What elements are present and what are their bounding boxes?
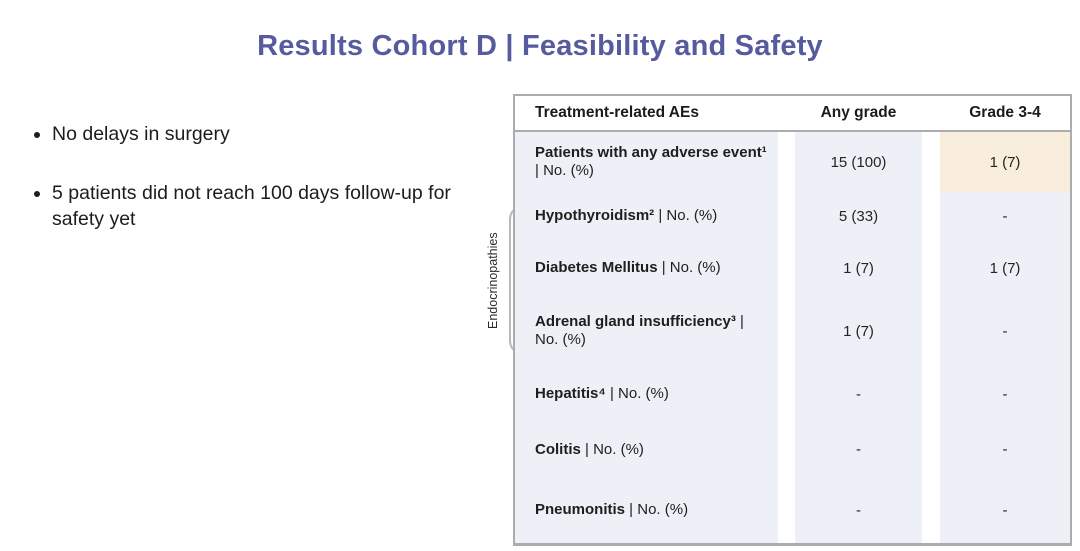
column-gap: [778, 477, 795, 543]
table-body: Patients with any adverse event¹ | No. (…: [515, 132, 1070, 543]
row-label: Hepatitis⁴ | No. (%): [535, 385, 669, 403]
endocrinopathies-label: Endocrinopathies: [486, 232, 500, 330]
grade-3-4-value: 1 (7): [940, 240, 1070, 296]
row-label: Hypothyroidism² | No. (%): [535, 207, 718, 225]
any-grade-value: -: [795, 477, 922, 543]
row-label: Patients with any adverse event¹ | No. (…: [535, 144, 767, 179]
column-gap: [922, 366, 940, 422]
column-gap: [922, 422, 940, 477]
column-gap: [922, 240, 940, 296]
column-gap: [922, 477, 940, 543]
column-gap: [922, 132, 940, 192]
grade-3-4-value: -: [940, 366, 1070, 422]
any-grade-value: -: [795, 366, 922, 422]
table-row: Adrenal gland insufficiency³ | No. (%) 1…: [515, 296, 1070, 366]
column-gap: [922, 192, 940, 240]
any-grade-value: -: [795, 422, 922, 477]
header-treatment-related-aes: Treatment-related AEs: [515, 96, 778, 130]
column-gap: [778, 132, 795, 192]
any-grade-value: 5 (33): [795, 192, 922, 240]
row-label: Diabetes Mellitus | No. (%): [535, 259, 721, 277]
header-grade-3-4: Grade 3-4: [940, 96, 1070, 130]
row-label: Colitis | No. (%): [535, 440, 644, 458]
table-header-row: Treatment-related AEs Any grade Grade 3-…: [515, 96, 1070, 132]
table-row: Patients with any adverse event¹ | No. (…: [515, 132, 1070, 192]
row-label: Adrenal gland insufficiency³ | No. (%): [535, 313, 744, 348]
any-grade-value: 1 (7): [795, 296, 922, 366]
column-gap: [778, 96, 795, 130]
bullet-list: No delays in surgery 5 patients did not …: [30, 122, 460, 266]
column-gap: [778, 366, 795, 422]
bullet-item: No delays in surgery: [52, 122, 460, 147]
grade-3-4-value: -: [940, 477, 1070, 543]
any-grade-value: 15 (100): [795, 132, 922, 192]
grade-3-4-value: -: [940, 192, 1070, 240]
table-row: Diabetes Mellitus | No. (%) 1 (7) 1 (7): [515, 240, 1070, 296]
column-gap: [922, 96, 940, 130]
table-row: Hypothyroidism² | No. (%) 5 (33) -: [515, 192, 1070, 240]
table-row: Hepatitis⁴ | No. (%) - -: [515, 366, 1070, 422]
any-grade-value: 1 (7): [795, 240, 922, 296]
column-gap: [778, 192, 795, 240]
column-gap: [778, 240, 795, 296]
column-gap: [778, 296, 795, 366]
bullet-item: 5 patients did not reach 100 days follow…: [52, 181, 460, 232]
column-gap: [922, 296, 940, 366]
table-row: Colitis | No. (%) - -: [515, 422, 1070, 477]
grade-3-4-value: -: [940, 296, 1070, 366]
header-any-grade: Any grade: [795, 96, 922, 130]
row-label: Pneumonitis | No. (%): [535, 501, 689, 519]
grade-3-4-value: -: [940, 422, 1070, 477]
ae-table: Treatment-related AEs Any grade Grade 3-…: [513, 94, 1072, 546]
grade-3-4-value-highlighted: 1 (7): [940, 132, 1070, 192]
column-gap: [778, 422, 795, 477]
page-title: Results Cohort D | Feasibility and Safet…: [257, 30, 823, 62]
table-row: Pneumonitis | No. (%) - -: [515, 477, 1070, 543]
